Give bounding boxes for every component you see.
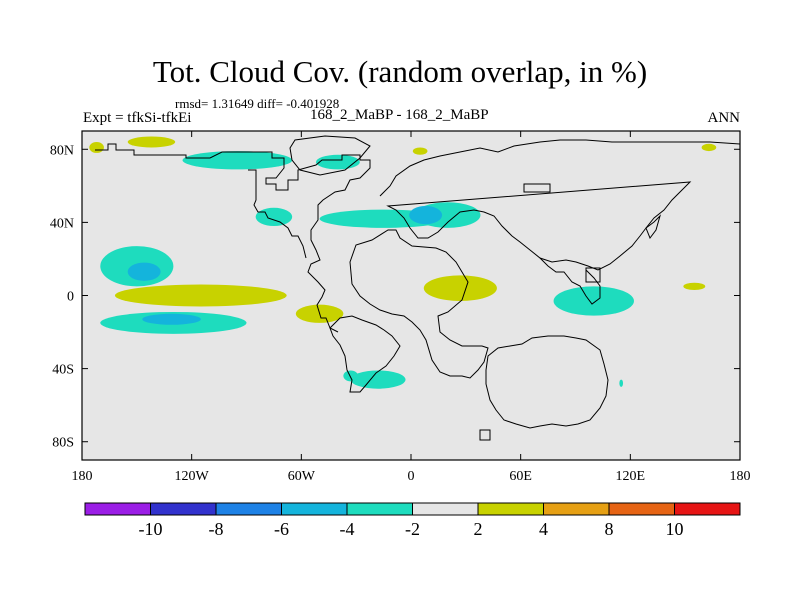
- stats-text: rmsd= 1.31649 diff= -0.401928: [175, 96, 340, 111]
- x-tick-label-6: 180: [730, 469, 751, 484]
- chart-title: Tot. Cloud Cov. (random overlap, in %): [152, 54, 648, 89]
- anomaly-region-8: [412, 147, 428, 155]
- x-tick-label-2: 60W: [288, 469, 316, 484]
- coastline-west-coast: [248, 169, 307, 259]
- anomaly-region-0: [89, 141, 104, 153]
- coastline-africa: [349, 229, 489, 379]
- season-label: ANN: [707, 110, 741, 126]
- coastline-india: [539, 257, 601, 305]
- x-tick-label-5: 120E: [616, 469, 646, 484]
- anomaly-region-2: [182, 151, 293, 170]
- colorbar-label-2: -6: [274, 519, 289, 539]
- colorbar-label-8: 10: [666, 519, 684, 539]
- anomaly-region-1: [127, 136, 176, 148]
- y-tick-label-4: 80S: [52, 436, 74, 451]
- colorbar-box-3: [281, 502, 348, 516]
- colorbar-box-4: [346, 502, 413, 516]
- anomaly-region-20: [343, 370, 358, 382]
- experiment-label: Expt = tfkSi-tfkEi: [83, 110, 192, 126]
- coastline-caspian: [523, 183, 551, 193]
- colorbar-box-7: [543, 502, 610, 516]
- x-tick-label-4: 60E: [509, 469, 532, 484]
- anomaly-region-3: [315, 154, 360, 170]
- coastline-australia: [485, 335, 609, 429]
- coastline-indonesia: [585, 267, 601, 283]
- anomaly-region-11: [114, 284, 287, 307]
- colorbar-box-9: [674, 502, 741, 516]
- coastline-tasmania: [479, 429, 491, 441]
- anomaly-region-13: [142, 313, 201, 325]
- anomaly-region-15: [423, 275, 497, 301]
- colorbar-box-0: [84, 502, 151, 516]
- anomaly-region-16: [553, 286, 634, 316]
- x-axis: 180 120W 60W 0 60E 120E 180: [72, 131, 751, 484]
- colorbar-label-6: 4: [539, 519, 548, 539]
- anomaly-region-17: [683, 282, 706, 291]
- colorbar: -10 -8 -6 -4 -2 2 4 8 10: [84, 502, 741, 539]
- colorbar-box-8: [608, 502, 675, 516]
- anomaly-region-21: [619, 379, 624, 387]
- anomaly-region-4: [255, 207, 293, 227]
- colorbar-box-1: [150, 502, 217, 516]
- coastlines: [95, 135, 741, 441]
- x-tick-label-3: 0: [408, 469, 415, 484]
- coastline-eurasia: [379, 139, 741, 197]
- colorbar-label-4: -2: [405, 519, 420, 539]
- coastline-south-america: [329, 315, 401, 393]
- y-axis: 80N 40N 0 40S 80S: [50, 143, 740, 451]
- colorbar-label-3: -4: [340, 519, 355, 539]
- colorbar-label-1: -8: [209, 519, 224, 539]
- coastline-greenland: [289, 135, 371, 176]
- y-tick-label-1: 40N: [50, 216, 74, 231]
- x-tick-label-0: 180: [72, 469, 93, 484]
- anomaly-region-7: [409, 205, 443, 225]
- anomaly-region-10: [127, 262, 161, 281]
- colorbar-box-6: [477, 502, 544, 516]
- anomaly-region-19: [350, 370, 406, 389]
- y-tick-label-0: 80N: [50, 143, 74, 158]
- x-tick-label-1: 120W: [175, 469, 210, 484]
- y-tick-label-3: 40S: [52, 363, 74, 378]
- colorbar-label-5: 2: [474, 519, 483, 539]
- y-tick-label-2: 0: [67, 290, 74, 305]
- colorbar-label-7: 8: [605, 519, 614, 539]
- colorbar-box-5: [412, 502, 479, 516]
- coastline-japan: [645, 214, 662, 240]
- colorbar-box-2: [215, 502, 282, 516]
- case-label: 168_2_MaBP - 168_2_MaBP: [310, 107, 489, 123]
- colorbar-label-0: -10: [139, 519, 163, 539]
- coastline-asia-east: [386, 181, 692, 271]
- coastline-north-america: [95, 143, 371, 333]
- anomaly-regions: [89, 136, 717, 389]
- anomaly-region-18: [701, 143, 717, 152]
